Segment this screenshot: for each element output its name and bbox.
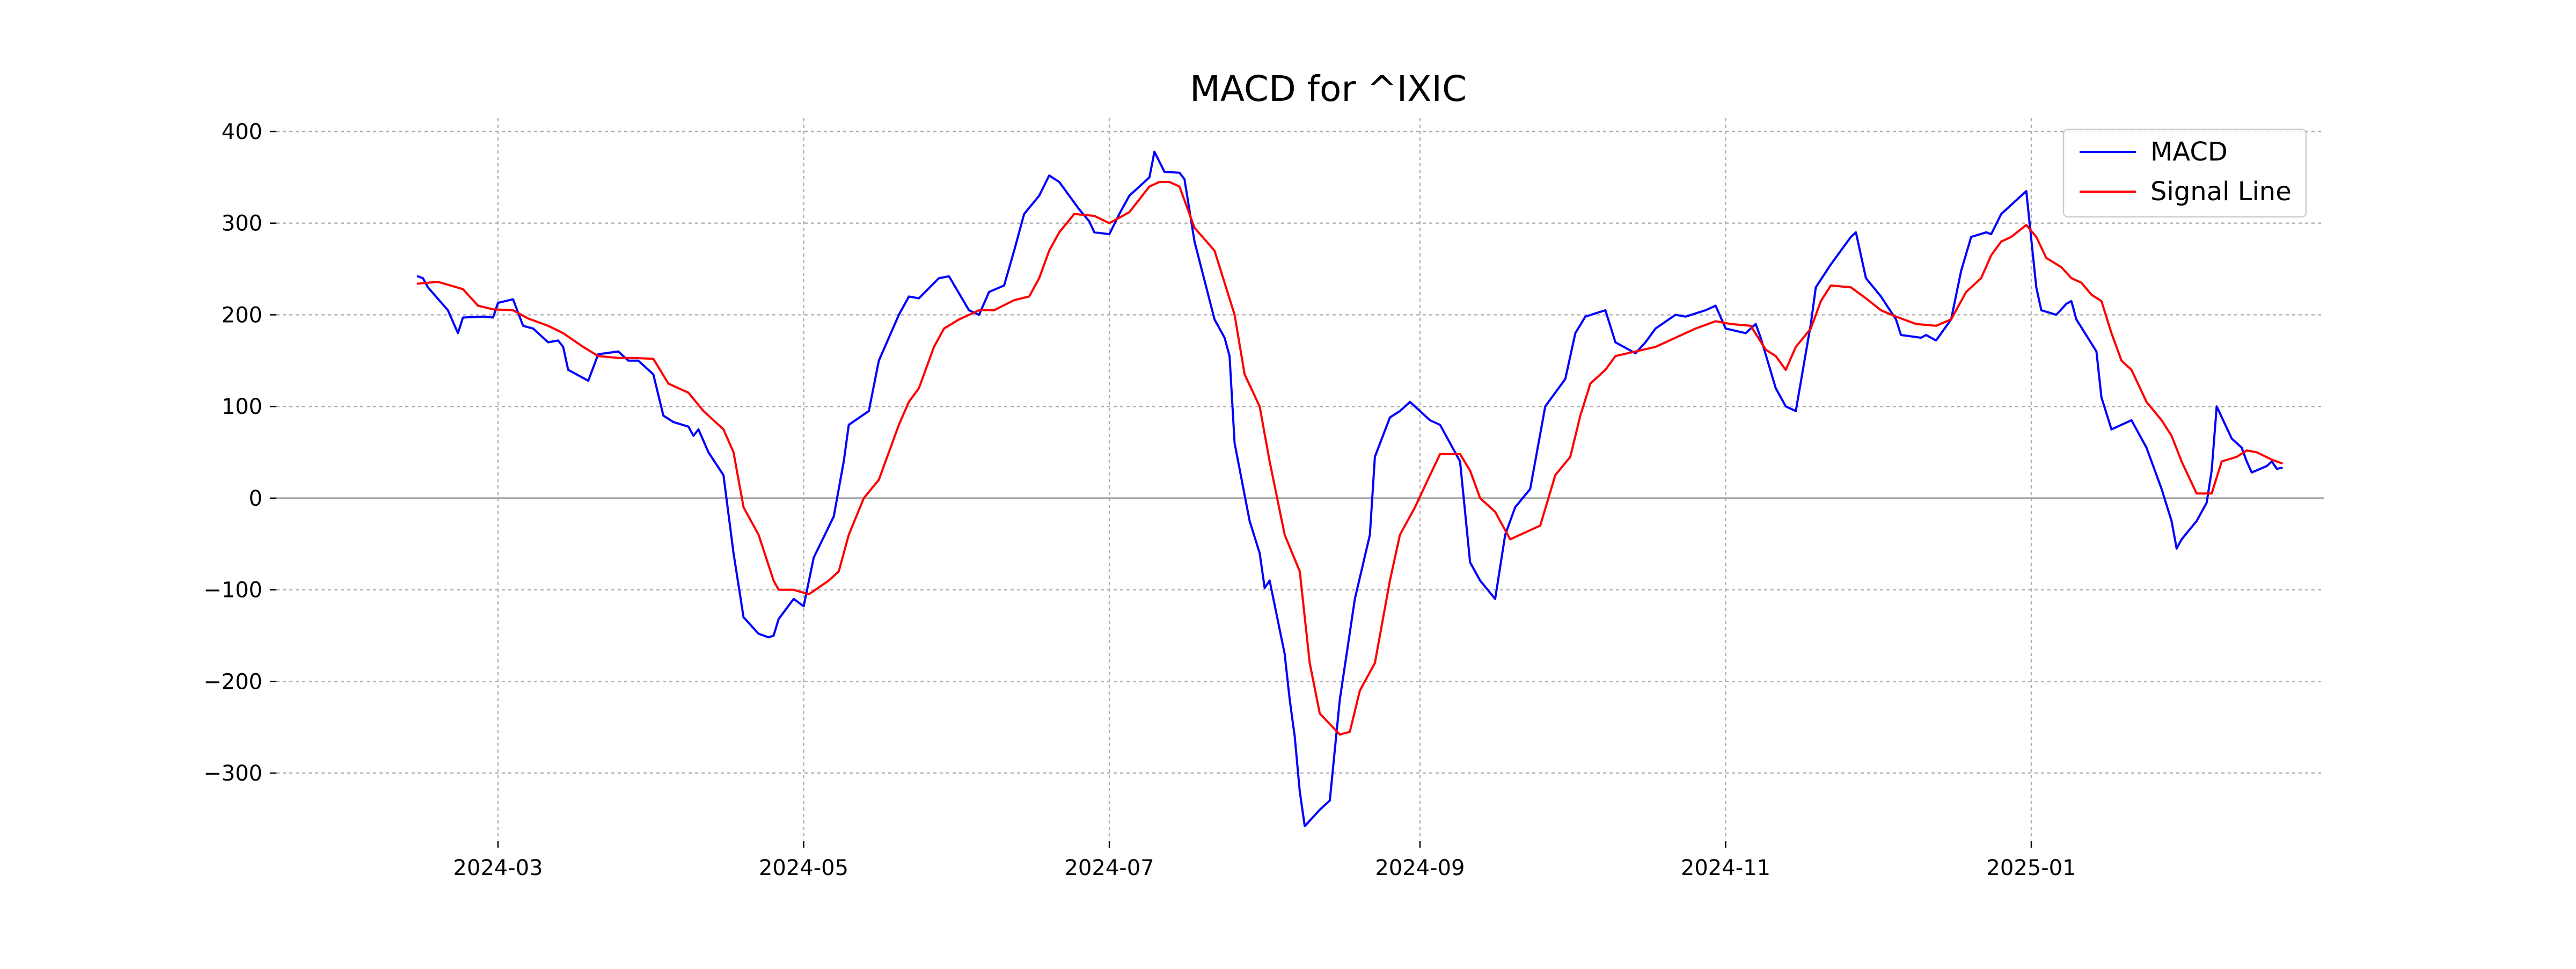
y-tick-label: 300 (222, 212, 262, 236)
x-tick-label: 2024-03 (453, 856, 543, 880)
legend: MACD Signal Line (2062, 128, 2307, 218)
legend-label-signal-line: Signal Line (2150, 177, 2292, 207)
x-tick-label: 2024-07 (1064, 856, 1154, 880)
x-tick-label: 2024-11 (1681, 856, 1770, 880)
y-tick-label: −300 (203, 761, 262, 786)
y-tick-label: −100 (203, 578, 262, 603)
series-layer (416, 150, 2283, 827)
y-tick-label: 400 (222, 120, 262, 144)
grid-layer (276, 118, 2324, 840)
y-tick-label: 0 (249, 486, 262, 511)
series-line-macd (416, 150, 2283, 827)
x-tick-label: 2024-09 (1375, 856, 1465, 880)
axis-layer: 400 300 200 100 0 −100 −200 −300 2024-03 2024-05 2… (203, 120, 2076, 880)
chart-title: MACD for ^IXIC (1190, 68, 1467, 110)
x-tick-label: 2025-01 (1986, 856, 2076, 880)
y-tick-label: −200 (203, 669, 262, 694)
y-tick-label: 200 (222, 303, 262, 327)
legend-label-macd: MACD (2150, 137, 2228, 167)
x-tick-label: 2024-05 (759, 856, 848, 880)
y-tick-label: 100 (222, 395, 262, 419)
series-line-signal-line (416, 180, 2283, 736)
